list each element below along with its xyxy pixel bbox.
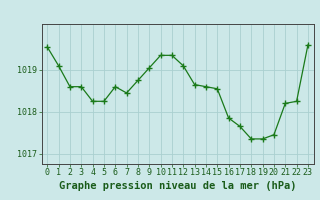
X-axis label: Graphe pression niveau de la mer (hPa): Graphe pression niveau de la mer (hPa) — [59, 181, 296, 191]
